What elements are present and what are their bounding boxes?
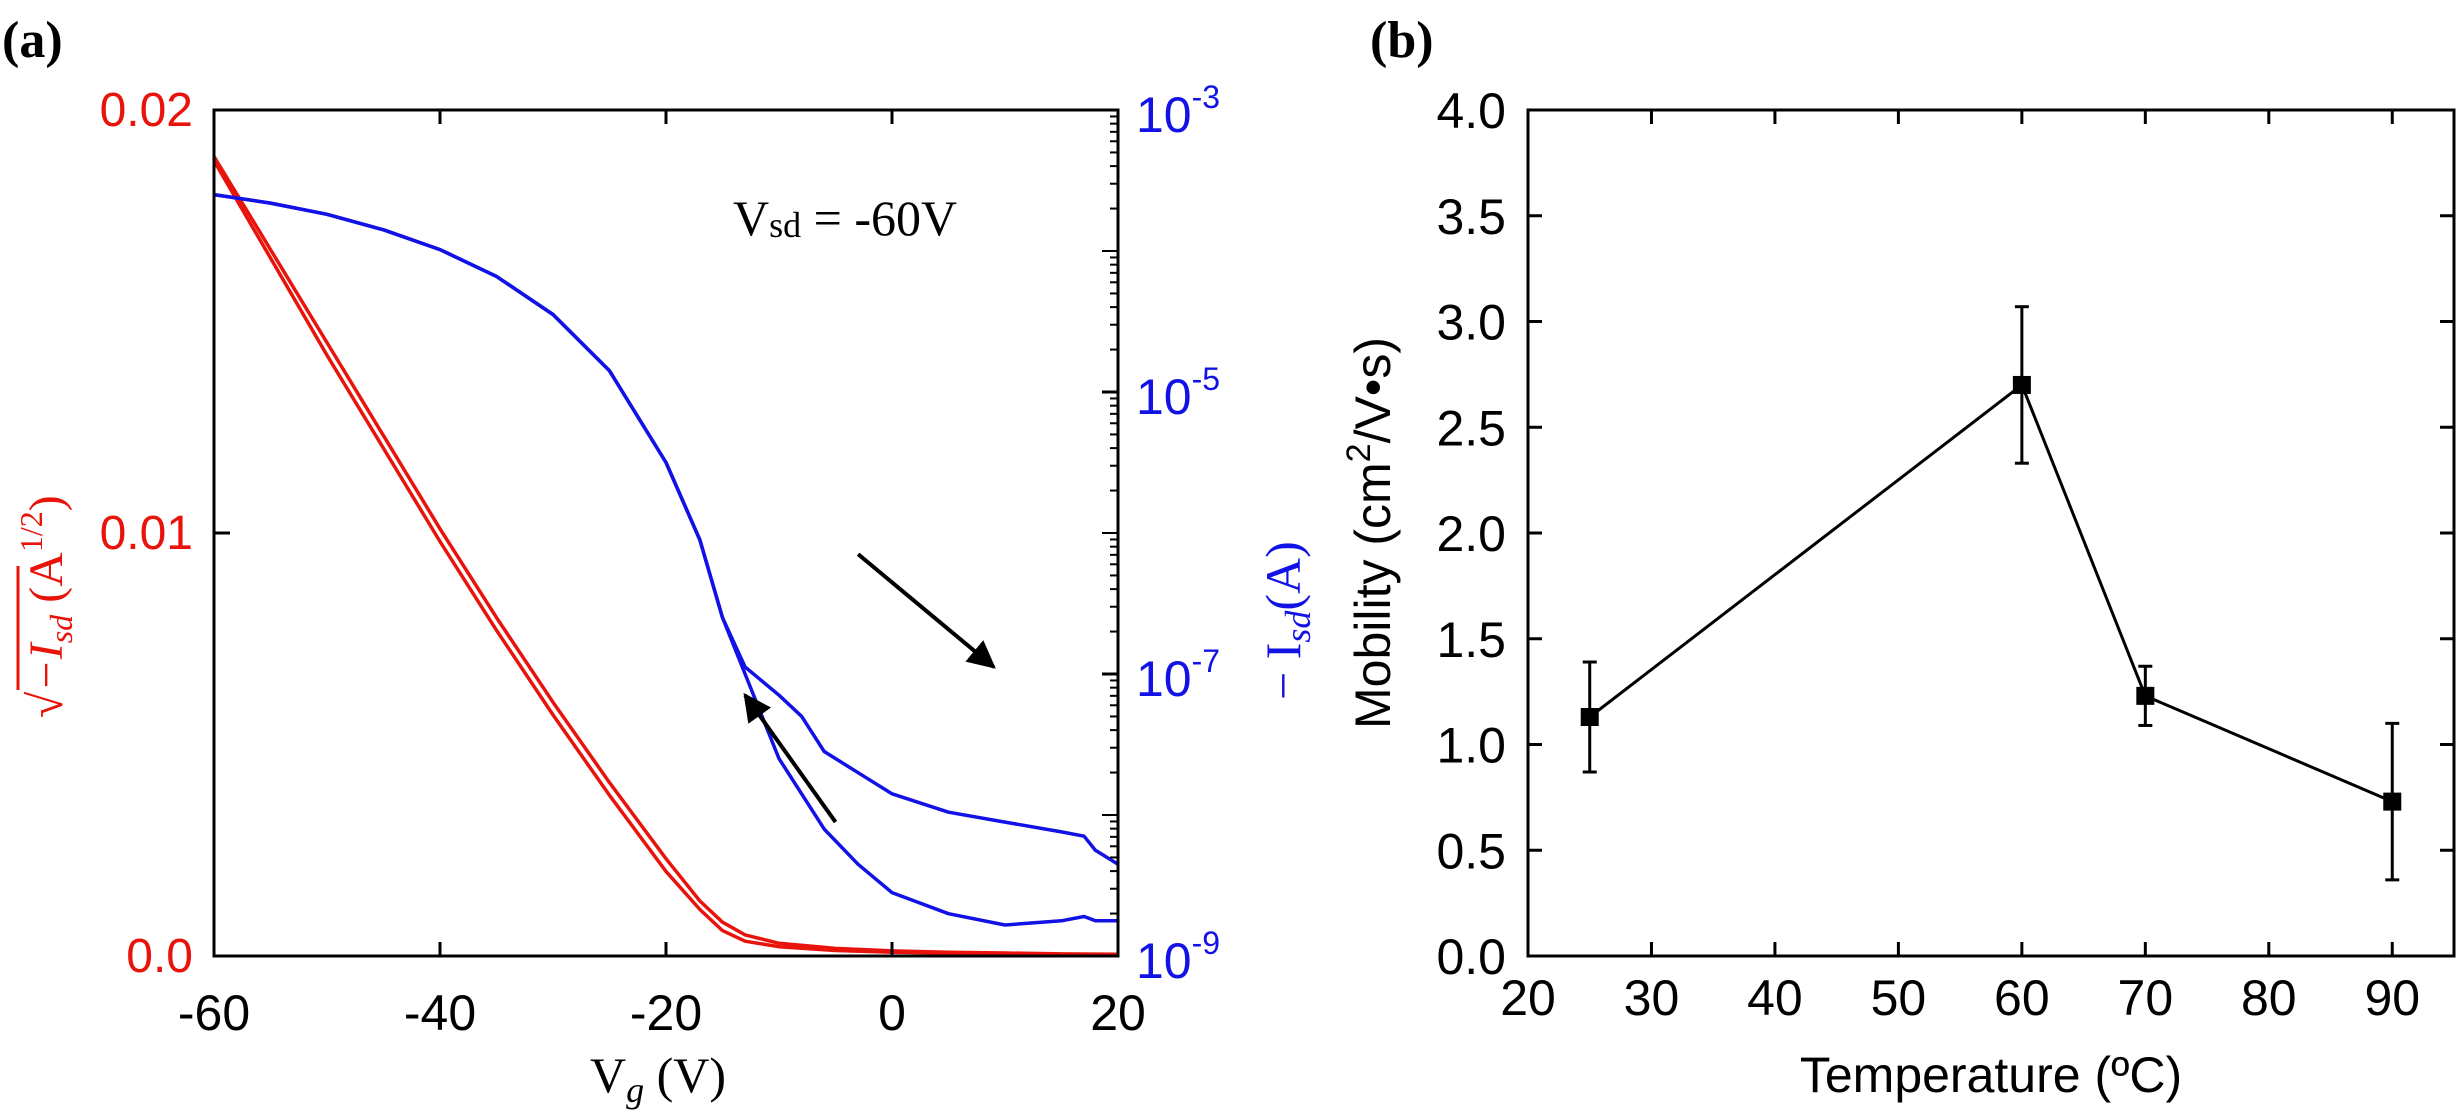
panel-a-frame (212, 108, 1120, 958)
mobility-line (1588, 382, 2393, 803)
right-tick-label: 10-9 (1136, 925, 1220, 989)
series-line-0 (212, 159, 1119, 957)
panel-a-right-y-label: − Isd(A) (1255, 541, 1318, 700)
x-tick-label: -60 (178, 985, 250, 1041)
left-tick-label: 0.0 (126, 930, 193, 983)
x-tick-label: 0 (878, 985, 906, 1041)
data-point (2383, 792, 2402, 811)
panel-b-x-label: Temperature (ºC) (1800, 1047, 2182, 1103)
panel-a-series (212, 155, 1119, 957)
x-tick-label: 50 (1871, 970, 1927, 1026)
panel-a-x-ticks: -60 -40 -20 0 20 (178, 110, 1146, 1041)
panel-a-right-ticks: 10-9 10-7 10-5 10-3 (1102, 79, 1220, 989)
series-line-2 (213, 192, 1118, 927)
series-line-1 (212, 155, 1119, 957)
left-tick-label: 0.01 (100, 507, 193, 560)
panel-b-y-ticks: 0.0 0.5 1.0 1.5 2.0 2.5 3.0 3.5 4.0 (1436, 83, 2454, 985)
y-tick-label: 0.5 (1436, 823, 1506, 879)
data-point (2012, 375, 2031, 394)
panel-a-left-ticks: 0.0 0.01 0.02 (100, 84, 230, 983)
right-tick-label: 10-3 (1136, 79, 1220, 143)
data-point (1580, 708, 1599, 727)
x-tick-label: 90 (2364, 970, 2420, 1026)
panel-b-y-label: Mobility (cm2/V•s) (1340, 337, 1401, 729)
y-tick-label: 2.0 (1436, 506, 1506, 562)
panel-a-arrows (743, 552, 996, 824)
y-tick-label: 2.5 (1436, 400, 1506, 456)
x-tick-label: 30 (1624, 970, 1680, 1026)
x-tick-label: 80 (2241, 970, 2297, 1026)
x-tick-label: -20 (630, 985, 702, 1041)
panel-a-x-label: Vg (V) (590, 1047, 726, 1110)
x-tick-label: 70 (2118, 970, 2174, 1026)
x-tick-label: 20 (1090, 985, 1146, 1041)
y-tick-label: 0.0 (1436, 929, 1506, 985)
data-point (2136, 686, 2155, 705)
x-tick-label: 40 (1747, 970, 1803, 1026)
panel-a-right-minor-ticks (1102, 115, 1118, 957)
y-tick-label: 1.0 (1436, 718, 1506, 774)
left-tick-label: 0.02 (100, 84, 193, 137)
x-tick-label: 20 (1500, 970, 1556, 1026)
x-tick-label: -40 (404, 985, 476, 1041)
y-tick-label: 3.0 (1436, 295, 1506, 351)
right-tick-label: 10-5 (1136, 361, 1220, 425)
y-tick-label: 3.5 (1436, 189, 1506, 245)
svg-text:Mobility (cm2/V•s): Mobility (cm2/V•s) (1340, 337, 1401, 729)
right-tick-label: 10-7 (1136, 643, 1220, 707)
reverse-sweep-arrow (743, 692, 838, 824)
panel-b-label: (b) (1370, 12, 1434, 69)
panel-a-label: (a) (2, 12, 63, 69)
panel-b: (b) 20 30 40 50 60 70 80 90 0.0 0.5 1.0 1.5 2.0 2.5 3… (1340, 12, 2456, 1103)
y-tick-label: 4.0 (1436, 83, 1506, 139)
panel-b-series (1580, 305, 2402, 882)
panel-b-x-ticks: 20 30 40 50 60 70 80 90 (1500, 110, 2420, 1026)
vsd-annotation: Vsd = -60V (733, 190, 957, 246)
panel-b-frame (1526, 108, 2456, 958)
x-tick-label: 60 (1994, 970, 2050, 1026)
panel-a-left-y-label: √−Isd (A1/2) (13, 495, 79, 718)
forward-sweep-arrow (856, 552, 996, 669)
svg-text:− Isd(A): − Isd(A) (1255, 541, 1318, 700)
series-line-3 (213, 192, 1119, 866)
y-tick-label: 1.5 (1436, 612, 1506, 668)
panel-a: (a) -60 -40 -20 0 20 0.00.010.02 10-910-710-… (2, 12, 1318, 1110)
svg-text:√−Isd (A1/2): √−Isd (A1/2) (13, 495, 79, 718)
